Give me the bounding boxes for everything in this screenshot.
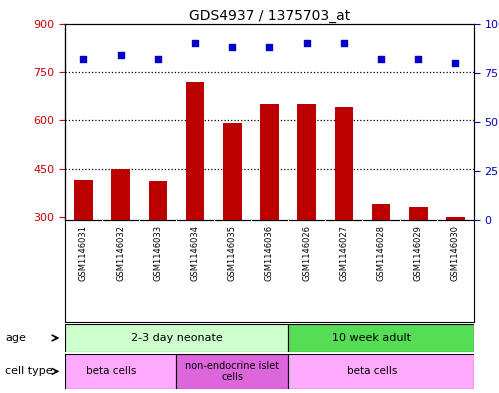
Bar	[372, 204, 390, 220]
Bar	[297, 104, 316, 220]
Bar	[111, 169, 130, 220]
Text: GSM1146028: GSM1146028	[377, 225, 386, 281]
Bar	[409, 207, 428, 220]
Point	[452, 60, 460, 66]
Bar	[65, 324, 288, 352]
Point	[414, 56, 422, 62]
Text: GSM1146032: GSM1146032	[116, 225, 125, 281]
Point	[303, 40, 311, 46]
Point	[265, 44, 273, 50]
Point	[340, 40, 348, 46]
Text: GSM1146030: GSM1146030	[451, 225, 460, 281]
Text: age: age	[5, 333, 26, 343]
Text: cell type: cell type	[5, 366, 52, 376]
Text: GSM1146031: GSM1146031	[79, 225, 88, 281]
Bar	[223, 123, 242, 220]
Bar	[446, 217, 465, 220]
Point	[154, 56, 162, 62]
Point	[117, 52, 125, 58]
Bar	[260, 104, 279, 220]
Text: GSM1146033: GSM1146033	[153, 225, 162, 281]
Text: GSM1146035: GSM1146035	[228, 225, 237, 281]
Point	[377, 56, 385, 62]
Bar	[186, 82, 205, 220]
Text: GSM1146036: GSM1146036	[265, 225, 274, 281]
Text: beta cells: beta cells	[86, 366, 137, 376]
Point	[228, 44, 236, 50]
Point	[79, 56, 87, 62]
Text: GSM1146026: GSM1146026	[302, 225, 311, 281]
Bar	[177, 354, 288, 389]
Bar	[65, 354, 177, 389]
Text: non-endocrine islet
cells: non-endocrine islet cells	[185, 361, 279, 382]
Bar	[288, 324, 474, 352]
Title: GDS4937 / 1375703_at: GDS4937 / 1375703_at	[189, 9, 350, 22]
Point	[191, 40, 199, 46]
Text: 2-3 day neonate: 2-3 day neonate	[131, 333, 223, 343]
Text: 10 week adult: 10 week adult	[332, 333, 411, 343]
Text: beta cells: beta cells	[347, 366, 397, 376]
Text: GSM1146029: GSM1146029	[414, 225, 423, 281]
Bar	[74, 180, 93, 220]
Text: GSM1146027: GSM1146027	[339, 225, 348, 281]
Bar	[149, 182, 167, 220]
Bar	[288, 354, 474, 389]
Text: GSM1146034: GSM1146034	[191, 225, 200, 281]
Bar	[334, 107, 353, 220]
